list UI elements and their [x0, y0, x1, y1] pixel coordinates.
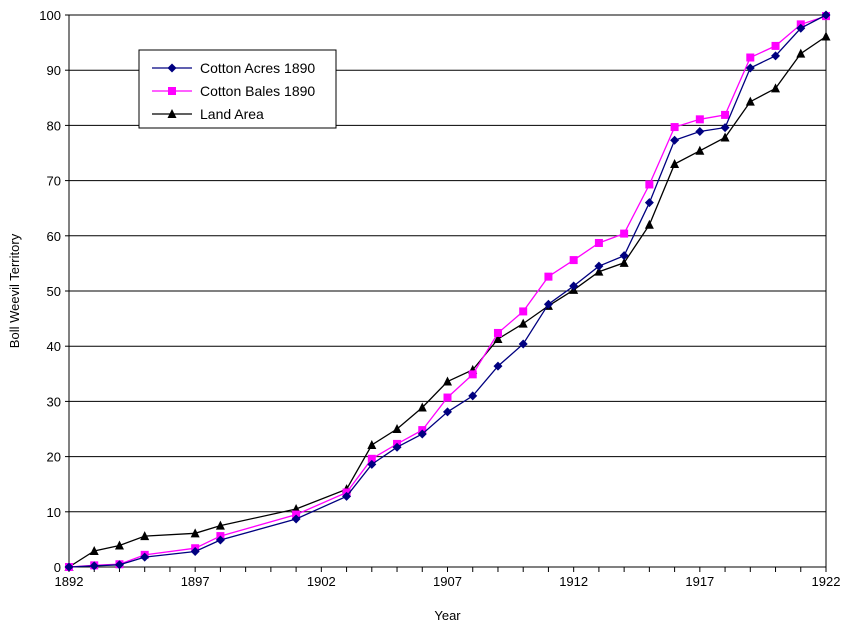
legend-label: Cotton Bales 1890	[200, 83, 315, 99]
data-point	[771, 41, 780, 50]
series-1	[64, 10, 831, 572]
x-tick-label: 1907	[433, 574, 462, 589]
data-point	[670, 135, 680, 145]
data-point	[64, 562, 74, 572]
data-point	[392, 442, 402, 452]
data-point	[468, 370, 477, 379]
data-point	[291, 514, 301, 524]
data-point	[89, 561, 99, 571]
data-point	[190, 528, 200, 538]
data-point	[367, 459, 377, 469]
data-point	[620, 229, 629, 238]
x-tick-label: 1917	[685, 574, 714, 589]
data-point	[569, 281, 579, 291]
x-tick-label: 1897	[181, 574, 210, 589]
legend-marker	[167, 63, 177, 73]
y-tick-label: 30	[47, 394, 61, 409]
data-point	[89, 545, 99, 555]
data-point	[821, 31, 831, 41]
y-tick-label: 40	[47, 339, 61, 354]
x-tick-label: 1922	[812, 574, 841, 589]
data-point	[720, 123, 730, 133]
data-point	[594, 266, 604, 276]
data-point	[114, 540, 124, 550]
y-tick-label: 100	[39, 8, 61, 23]
y-tick-label: 70	[47, 174, 61, 189]
data-point	[745, 63, 755, 73]
data-point	[417, 402, 427, 412]
data-point	[619, 251, 629, 261]
x-axis-label: Year	[434, 608, 461, 623]
legend-label: Cotton Acres 1890	[200, 60, 315, 76]
data-point	[493, 334, 503, 344]
data-point	[443, 376, 452, 386]
data-point	[215, 535, 225, 545]
y-tick-label: 90	[47, 63, 61, 78]
data-point	[670, 123, 679, 132]
data-point	[619, 257, 629, 267]
data-point	[544, 272, 553, 281]
data-point	[493, 328, 502, 337]
data-point	[594, 261, 604, 271]
data-point	[796, 48, 806, 58]
legend-item: Cotton Acres 1890	[152, 60, 315, 76]
data-point	[215, 520, 225, 530]
y-tick-label: 50	[47, 284, 61, 299]
data-point	[519, 307, 528, 316]
data-point	[644, 198, 654, 208]
data-point	[695, 145, 705, 155]
data-point	[771, 83, 781, 93]
data-point	[594, 238, 603, 247]
data-point	[645, 180, 654, 189]
data-point	[114, 560, 124, 570]
y-tick-label: 10	[47, 505, 61, 520]
data-point	[569, 256, 578, 265]
legend-item: Land Area	[152, 106, 264, 122]
data-point	[417, 429, 427, 439]
data-point	[518, 318, 528, 328]
data-point	[493, 361, 503, 371]
data-point	[518, 339, 528, 349]
data-point	[721, 110, 730, 119]
data-point	[190, 547, 200, 557]
y-tick-label: 80	[47, 118, 61, 133]
x-tick-label: 1892	[55, 574, 84, 589]
legend-marker	[168, 87, 176, 95]
y-tick-label: 60	[47, 229, 61, 244]
data-point	[695, 115, 704, 124]
data-point	[468, 391, 478, 401]
y-tick-label: 20	[47, 450, 61, 465]
data-point	[670, 159, 680, 169]
x-tick-label: 1902	[307, 574, 336, 589]
legend-label: Land Area	[200, 106, 264, 122]
data-point	[695, 126, 705, 136]
y-axis-label: Boll Weevil Territory	[7, 233, 22, 348]
data-point	[771, 51, 781, 61]
data-point	[443, 407, 452, 417]
data-point	[746, 53, 755, 62]
data-point	[140, 552, 150, 562]
legend-marker	[167, 109, 177, 118]
data-point	[367, 454, 376, 463]
data-point	[140, 531, 150, 541]
data-point	[720, 132, 730, 142]
x-tick-label: 1912	[559, 574, 588, 589]
data-point	[821, 10, 831, 20]
axes: 0 10 20 30 40 50 60 70 80 90 100 1892 1897 1902 1907 19…	[39, 8, 840, 589]
series-group	[64, 10, 831, 572]
data-point	[342, 491, 352, 501]
data-point	[392, 424, 402, 433]
data-point	[796, 23, 806, 33]
legend: Cotton Acres 1890 Cotton Bales 1890 Land A…	[138, 49, 337, 129]
data-point	[644, 219, 654, 229]
data-point	[367, 440, 377, 450]
data-point	[443, 393, 452, 402]
y-tick-label: 0	[54, 560, 61, 575]
data-point	[745, 96, 755, 106]
data-point	[543, 299, 553, 309]
legend-item: Cotton Bales 1890	[152, 83, 315, 99]
